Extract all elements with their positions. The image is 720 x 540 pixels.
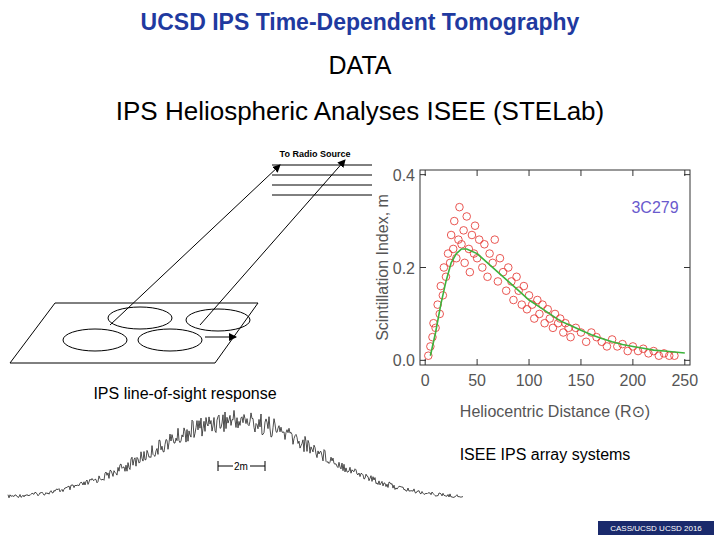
wavefront xyxy=(272,185,372,186)
x-tick xyxy=(529,359,530,365)
antenna xyxy=(186,309,250,331)
data-point xyxy=(567,333,575,341)
antenna xyxy=(138,329,202,351)
x-tick xyxy=(477,170,478,176)
data-point xyxy=(468,231,476,239)
data-point xyxy=(460,227,468,235)
data-point xyxy=(582,338,590,346)
y-tick-label: 0.4 xyxy=(393,167,415,184)
data-point xyxy=(449,245,457,253)
y-tick xyxy=(420,267,426,268)
baseline-arrow xyxy=(205,337,236,338)
y-tick xyxy=(684,360,690,361)
data-point xyxy=(536,310,544,318)
plot-frame xyxy=(420,170,690,365)
signal-trace xyxy=(8,410,463,497)
y-tick-label: 0.2 xyxy=(393,260,415,277)
data-point xyxy=(549,324,557,332)
x-tick xyxy=(580,359,581,365)
ray xyxy=(200,160,345,325)
data-point xyxy=(502,287,510,295)
data-point xyxy=(534,296,542,304)
fit-line xyxy=(430,249,684,356)
scale-bar xyxy=(218,461,219,471)
data-point xyxy=(560,329,568,337)
data-point xyxy=(523,305,531,313)
y-tick-label: 0.0 xyxy=(393,352,415,369)
scale-bar xyxy=(218,466,233,467)
x-axis-label: Heliocentric Distance (R⊙) xyxy=(460,403,650,420)
data-point xyxy=(491,236,499,244)
data-point xyxy=(437,282,445,290)
data-point xyxy=(494,278,502,286)
data-point xyxy=(504,264,512,272)
x-tick-label: 200 xyxy=(620,372,647,389)
chart: 0 50 100 150 200 250 0.0 0.2 0.4 Heliocentric Dis… xyxy=(374,167,698,420)
data-point xyxy=(530,315,538,323)
data-point xyxy=(603,343,611,351)
ray xyxy=(110,165,280,325)
x-tick xyxy=(632,170,633,176)
data-point xyxy=(671,352,679,360)
caption: IPS line-of-sight response xyxy=(93,385,276,402)
footer-box xyxy=(598,521,714,535)
data-point xyxy=(471,222,479,230)
data-point xyxy=(456,203,464,211)
data-point xyxy=(450,217,458,225)
diagram-label: To Radio Source xyxy=(280,149,351,159)
data-point xyxy=(624,347,632,355)
data-point xyxy=(541,319,549,327)
footer: CASS/UCSD UCSD 2016 xyxy=(610,524,702,533)
heading: DATA xyxy=(329,51,392,79)
y-axis-label: Scintillation Index, m xyxy=(374,194,391,341)
caption: ISEE IPS array systems xyxy=(460,446,631,463)
x-tick-label: 0 xyxy=(421,372,430,389)
data-point xyxy=(479,264,487,272)
scale-bar xyxy=(265,461,266,471)
wavefront xyxy=(272,195,372,196)
data-point xyxy=(520,282,528,290)
data-point xyxy=(510,296,518,304)
slide: UCSD IPS Time-Dependent Tomography DATA IP… xyxy=(0,0,720,540)
title: UCSD IPS Time-Dependent Tomography xyxy=(141,9,580,35)
data-point xyxy=(486,250,494,258)
y-tick xyxy=(420,360,426,361)
x-tick xyxy=(632,359,633,365)
data-point xyxy=(461,259,469,267)
annotation: 3C279 xyxy=(631,199,678,216)
x-tick-label: 50 xyxy=(468,372,486,389)
scale-label: 2m xyxy=(234,461,248,472)
x-tick xyxy=(529,170,530,176)
data-point xyxy=(458,240,466,248)
wavefront xyxy=(272,165,372,166)
wavefront xyxy=(272,175,372,176)
array-diagram xyxy=(10,160,372,363)
subtitle: IPS Heliospheric Analyses ISEE (STELab) xyxy=(116,96,604,126)
x-tick-label: 250 xyxy=(671,372,698,389)
data-point xyxy=(481,240,489,248)
antenna xyxy=(63,329,127,351)
data-point xyxy=(466,268,474,276)
x-tick-label: 100 xyxy=(516,372,543,389)
data-point xyxy=(447,231,455,239)
data-point xyxy=(513,273,521,281)
x-tick xyxy=(580,170,581,176)
data-point xyxy=(463,213,471,221)
x-tick-label: 150 xyxy=(568,372,595,389)
ground-plane xyxy=(10,303,258,363)
data-point xyxy=(475,236,483,244)
data-point xyxy=(518,301,526,309)
scale-bar xyxy=(250,466,265,467)
y-tick xyxy=(684,174,690,175)
plot-area xyxy=(425,203,685,359)
data-point xyxy=(444,250,452,258)
y-tick xyxy=(420,174,426,175)
y-tick xyxy=(684,267,690,268)
data-point xyxy=(484,273,492,281)
data-point xyxy=(496,254,504,262)
x-tick xyxy=(477,359,478,365)
